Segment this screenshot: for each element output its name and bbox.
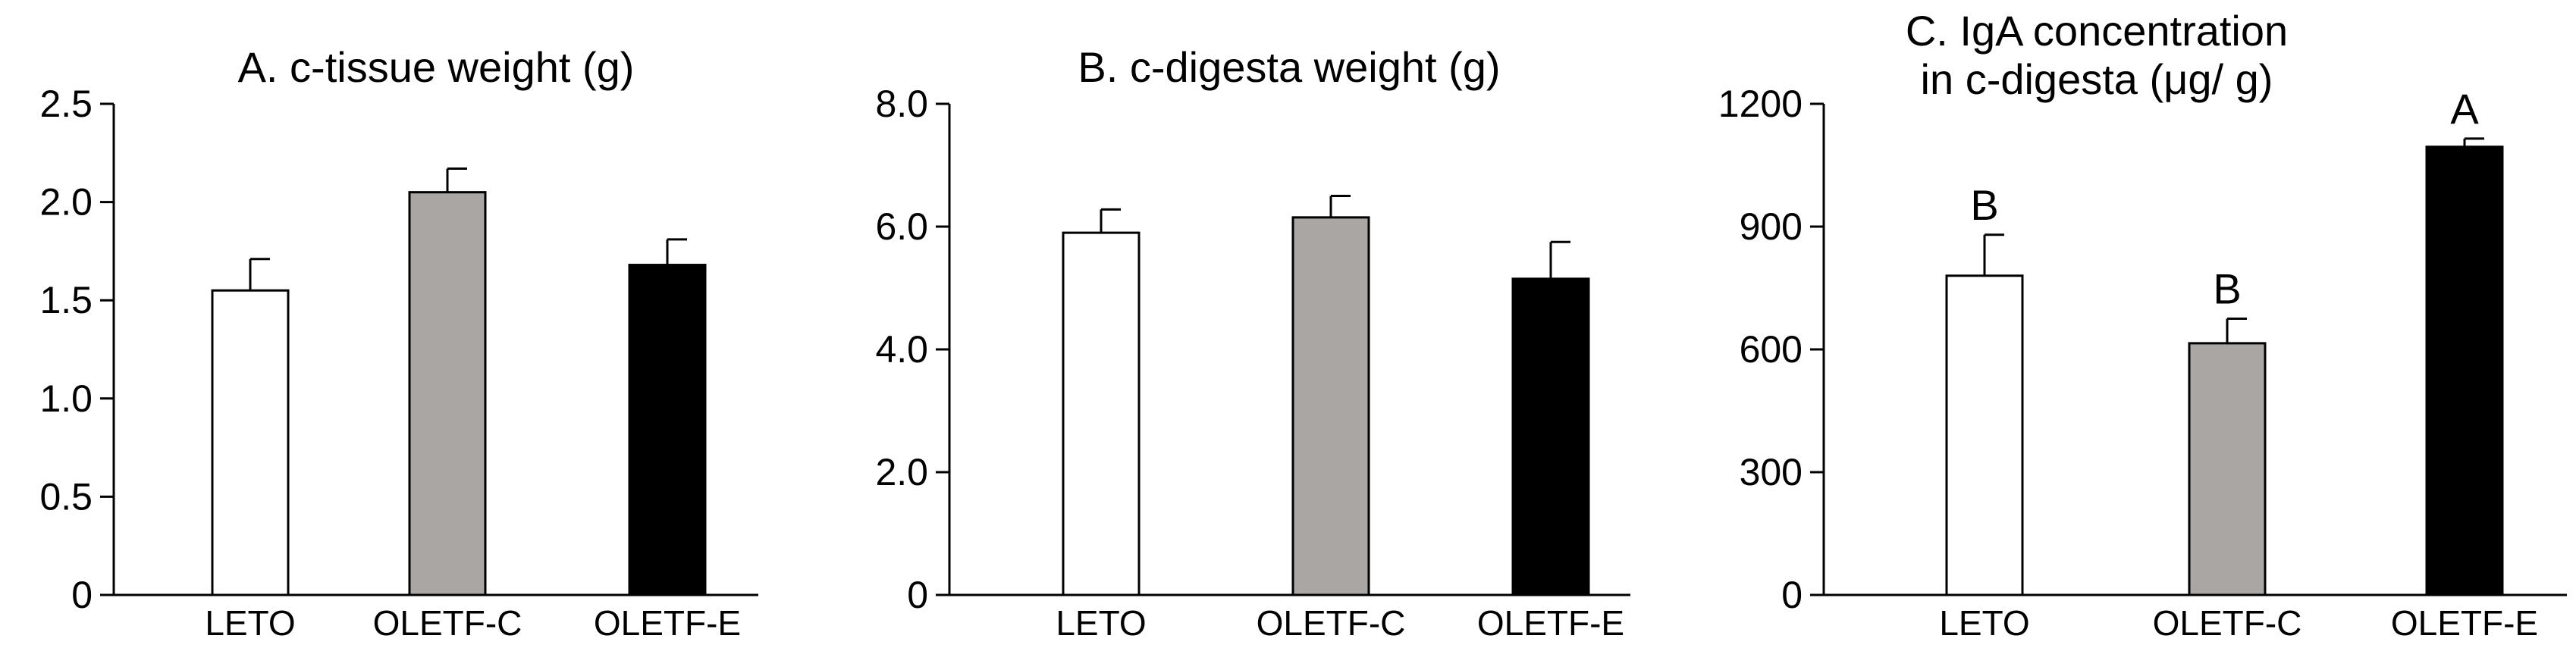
chart-a-x-label-oletf-c: OLETF-C xyxy=(373,603,522,643)
chart-a-y-tick-label-1: 0.5 xyxy=(39,475,93,518)
chart-b-x-label-oletf-c: OLETF-C xyxy=(1257,603,1406,643)
chart-c-y-tick-label-2: 600 xyxy=(1740,328,1803,371)
chart-c-bar-oletf-e xyxy=(2425,146,2504,596)
chart-c-y-tick-label-3: 900 xyxy=(1740,205,1803,248)
chart-c-bar-leto xyxy=(1945,274,2024,596)
chart-b-x-label-oletf-e: OLETF-E xyxy=(1477,603,1624,643)
chart-a-x-label-oletf-e: OLETF-E xyxy=(594,603,741,643)
chart-b-bar-oletf-c xyxy=(1291,216,1370,596)
chart-c-title-line-2: in c-digesta (μg/ g) xyxy=(1921,55,2273,103)
chart-b-title: B. c-digesta weight (g) xyxy=(1078,43,1500,91)
chart-b-bar-oletf-e xyxy=(1511,277,1590,596)
chart-c-bar-oletf-c xyxy=(2188,342,2267,596)
chart-a-x-label-leto: LETO xyxy=(205,603,295,643)
chart-c-significance-oletf-c: B xyxy=(2213,265,2241,313)
chart-a-bar-oletf-e xyxy=(628,264,707,596)
chart-a-y-tick-label-5: 2.5 xyxy=(39,83,93,125)
chart-a-y-tick-label-0: 0 xyxy=(71,574,93,616)
chart-c-y-tick-label-0: 0 xyxy=(1781,574,1803,616)
chart-c-significance-oletf-e: A xyxy=(2450,85,2479,133)
chart-c-x-label-oletf-c: OLETF-C xyxy=(2153,603,2302,643)
chart-b-x-label-leto: LETO xyxy=(1056,603,1146,643)
chart-a-title: A. c-tissue weight (g) xyxy=(238,43,635,91)
chart-b-y-tick-label-4: 8.0 xyxy=(875,83,928,125)
chart-c-x-label-oletf-e: OLETF-E xyxy=(2391,603,2538,643)
chart-c-significance-leto: B xyxy=(1970,181,1998,229)
chart-c-y-tick-label-4: 1200 xyxy=(1718,83,1803,125)
chart-b-bar-leto xyxy=(1062,231,1141,596)
chart-b-y-tick-label-1: 2.0 xyxy=(875,451,928,493)
chart-c-x-label-leto: LETO xyxy=(1939,603,2029,643)
chart-b-y-tick-label-3: 6.0 xyxy=(875,205,928,248)
chart-c-title-line-1: C. IgA concentration xyxy=(1906,7,2288,55)
chart-a-y-tick-label-4: 2.0 xyxy=(39,181,93,224)
chart-b-y-tick-label-0: 0 xyxy=(907,574,928,616)
chart-a-y-tick-label-2: 1.0 xyxy=(39,377,93,420)
chart-a-bar-leto xyxy=(211,289,290,596)
chart-a-bar-oletf-c xyxy=(408,191,487,596)
chart-b-y-tick-label-2: 4.0 xyxy=(875,328,928,371)
chart-a-y-tick-label-3: 1.5 xyxy=(39,279,93,321)
chart-c-y-tick-label-1: 300 xyxy=(1740,451,1803,493)
